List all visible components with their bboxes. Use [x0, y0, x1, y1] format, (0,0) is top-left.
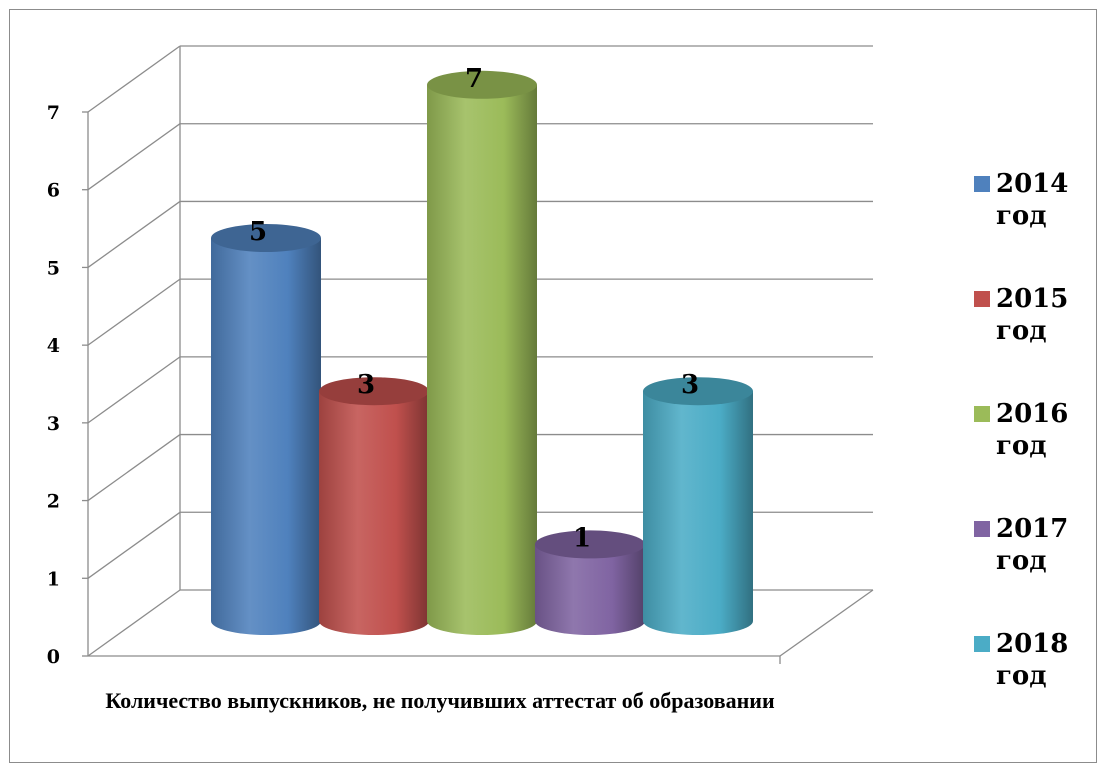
legend-label: 2015 год — [996, 284, 1069, 346]
bar-top — [535, 530, 645, 559]
data-label: 7 — [465, 64, 483, 94]
bar-2 — [319, 377, 429, 635]
data-label: 5 — [249, 217, 267, 247]
bar-body — [535, 544, 645, 635]
y-tick-label: 4 — [47, 335, 60, 357]
gridline — [87, 434, 181, 502]
bar-5 — [643, 377, 753, 635]
legend-swatch — [974, 176, 990, 192]
legend-item: 2015 год — [970, 283, 1100, 369]
gridline — [87, 278, 181, 346]
gridline — [87, 200, 181, 268]
gridline — [87, 45, 181, 113]
legend-label: 2016 год — [996, 399, 1069, 461]
y-tick-label: 1 — [47, 568, 60, 590]
y-tick-label: 2 — [47, 491, 60, 513]
legend-swatch — [974, 406, 990, 422]
bar-top — [211, 224, 321, 252]
legend: 2014 год 2015 год 2016 год 2017 год 2018 год — [970, 168, 1100, 743]
y-tick-label: 7 — [47, 102, 60, 124]
chart-frame — [9, 9, 1097, 763]
y-tick-label: 6 — [47, 180, 60, 202]
legend-label: 2014 год — [996, 169, 1069, 231]
y-tick-label: 0 — [47, 646, 60, 668]
data-label: 1 — [573, 523, 591, 553]
legend-item: 2018 год — [970, 628, 1100, 714]
y-tick-label: 3 — [47, 413, 60, 435]
gridline — [87, 589, 181, 657]
legend-swatch — [974, 521, 990, 537]
floor-side-edge — [779, 589, 874, 657]
x-axis-label: Количество выпускников, не получивших ат… — [105, 688, 775, 713]
legend-label: 2017 год — [996, 514, 1069, 576]
bars — [211, 70, 753, 635]
bar-4 — [535, 530, 645, 635]
legend-swatch — [974, 291, 990, 307]
legend-item: 2017 год — [970, 513, 1100, 599]
gridline — [87, 123, 181, 191]
bar-body — [211, 238, 321, 635]
bar-1 — [211, 224, 321, 635]
legend-item: 2014 год — [970, 168, 1100, 254]
data-labels: 5 3 7 1 3 — [249, 64, 699, 554]
bar-body — [319, 391, 429, 635]
bar-3 — [427, 70, 537, 635]
y-axis: 0 1 2 3 4 5 6 7 — [47, 102, 88, 668]
data-label: 3 — [357, 370, 375, 400]
bar-top — [427, 70, 537, 99]
gridline — [87, 511, 181, 579]
legend-swatch — [974, 636, 990, 652]
bar-body — [427, 84, 537, 635]
bar-body — [643, 391, 753, 635]
legend-item: 2016 год — [970, 398, 1100, 484]
y-tick-label: 5 — [47, 257, 60, 279]
data-label: 3 — [681, 370, 699, 400]
bar-top — [643, 377, 753, 406]
gridline — [87, 356, 181, 424]
bar-top — [319, 377, 429, 406]
legend-label: 2018 год — [996, 629, 1069, 691]
